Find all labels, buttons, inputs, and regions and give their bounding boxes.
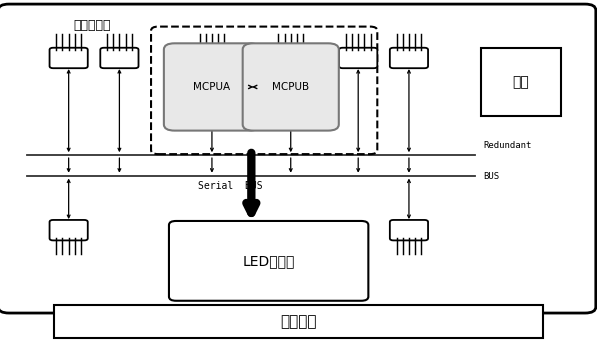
Text: 电池: 电池	[512, 75, 530, 89]
FancyBboxPatch shape	[169, 221, 368, 301]
FancyBboxPatch shape	[339, 48, 377, 68]
FancyBboxPatch shape	[193, 48, 231, 68]
FancyBboxPatch shape	[390, 48, 428, 68]
Text: MCPUA: MCPUA	[193, 82, 230, 92]
Text: 板载接插件: 板载接插件	[74, 19, 111, 32]
Text: BUS: BUS	[484, 172, 500, 181]
Text: MCPUB: MCPUB	[272, 82, 309, 92]
Bar	[54, 305, 543, 338]
FancyBboxPatch shape	[50, 220, 88, 240]
FancyBboxPatch shape	[164, 43, 260, 131]
FancyBboxPatch shape	[0, 4, 596, 313]
FancyBboxPatch shape	[50, 48, 88, 68]
FancyBboxPatch shape	[242, 43, 339, 131]
Text: Redundant: Redundant	[484, 141, 532, 150]
Text: LED显示屏: LED显示屏	[242, 254, 295, 268]
FancyBboxPatch shape	[100, 48, 139, 68]
Text: 测试接口: 测试接口	[280, 314, 317, 329]
FancyBboxPatch shape	[390, 220, 428, 240]
Text: Serial  BUS: Serial BUS	[198, 181, 262, 191]
Bar	[481, 48, 561, 116]
FancyBboxPatch shape	[272, 48, 310, 68]
